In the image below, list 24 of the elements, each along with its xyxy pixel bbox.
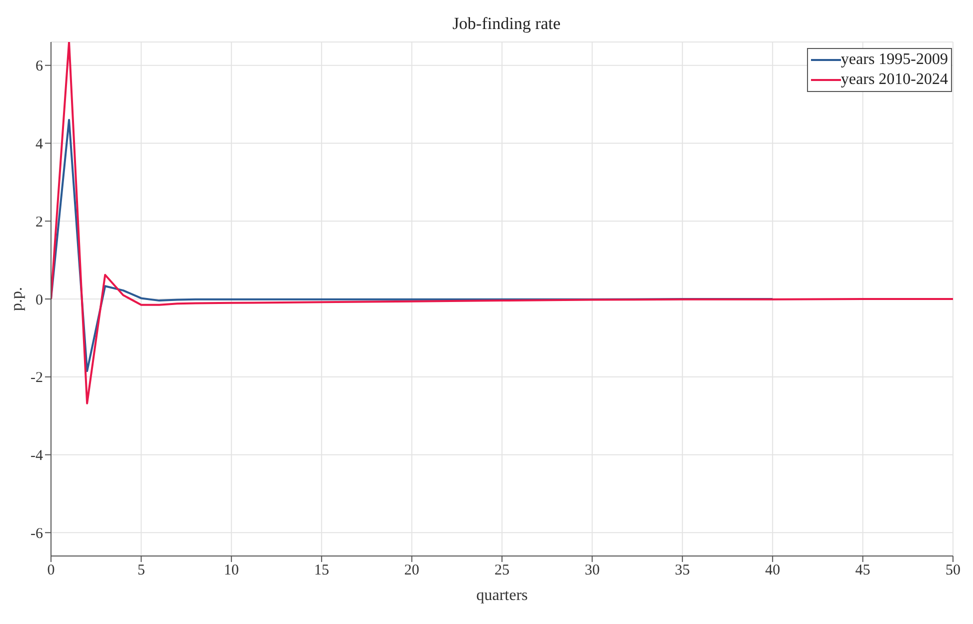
y-tick-label: 2 — [36, 214, 43, 230]
x-tick-label: 25 — [494, 562, 510, 579]
x-tick-label: 20 — [404, 562, 420, 579]
y-tick-label: 4 — [36, 136, 44, 153]
x-tick-label: 5 — [137, 562, 145, 579]
y-tick-label: 0 — [36, 292, 43, 308]
y-axis-title: p.p. — [8, 287, 26, 311]
x-tick-label: 0 — [47, 562, 55, 579]
line-series — [51, 118, 774, 372]
y-tick-label: -6 — [30, 526, 44, 542]
y-tick-label: -4 — [30, 448, 44, 464]
y-tick-label: -2 — [30, 370, 43, 386]
x-tick-label: 45 — [855, 562, 870, 579]
legend-label: years 2010-2024 — [840, 70, 948, 90]
chart-title: Job-finding rate — [451, 14, 562, 34]
x-tick-label: 15 — [314, 562, 330, 579]
x-tick-label: 40 — [765, 562, 780, 579]
x-tick-label: 35 — [674, 562, 690, 579]
x-tick-label: 50 — [946, 562, 960, 579]
y-tick-label: 6 — [36, 58, 44, 75]
x-tick-label: 30 — [584, 562, 600, 579]
legend-label: years 1995-2009 — [840, 50, 948, 70]
x-axis-title: quarters — [476, 587, 528, 604]
x-tick-label: 10 — [224, 562, 239, 579]
